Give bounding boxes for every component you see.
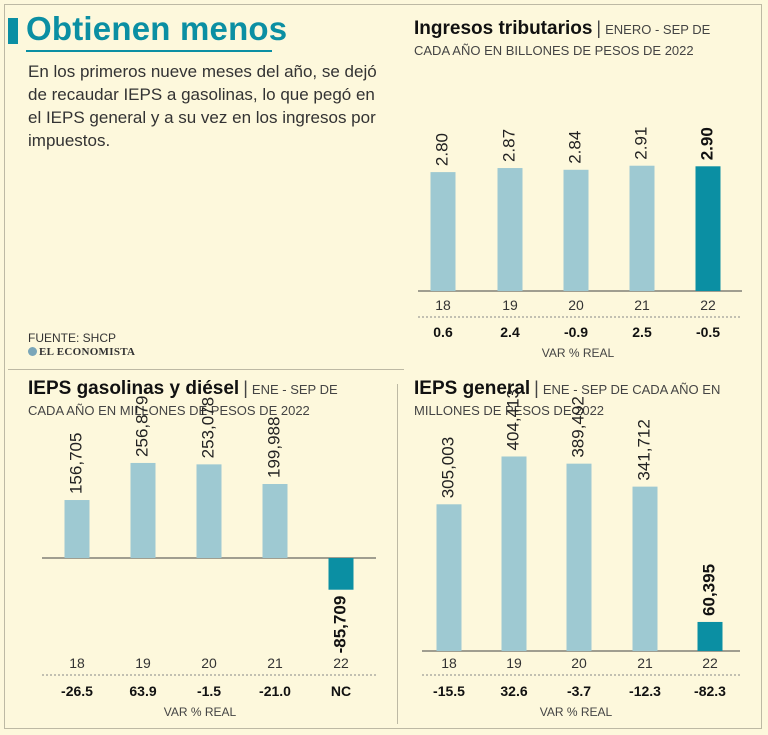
gasolinas-value-label: 256,879 (132, 396, 151, 457)
gasolinas-value-label: 253,078 (198, 397, 217, 458)
general-category-label: 19 (506, 655, 522, 671)
ingresos-value-label: 2.80 (432, 133, 451, 166)
general-bar (436, 504, 462, 651)
general-bar (501, 456, 527, 651)
gasolinas-category-label: 22 (333, 655, 349, 671)
gasolinas-bar (196, 464, 222, 558)
ingresos-heading: Ingresos tributarios | ENERO - SEP DE CADA… (414, 18, 744, 61)
ingresos-category-label: 22 (700, 297, 716, 313)
general-value-label: 305,003 (438, 437, 457, 498)
general-category-label: 18 (441, 655, 457, 671)
ingresos-bar (695, 166, 721, 291)
ingresos-bar (430, 172, 456, 291)
gasolinas-var-value: -21.0 (259, 683, 291, 699)
general-var-label: VAR % REAL (540, 705, 613, 719)
general-title: IEPS general (414, 378, 531, 399)
ingresos-value-label: 2.91 (631, 127, 650, 160)
source-note: FUENTE: SHCP (28, 331, 117, 345)
ingresos-var-value: 2.4 (500, 324, 520, 340)
general-var-value: -15.5 (433, 683, 465, 699)
ingresos-var-value: 0.6 (433, 324, 453, 340)
gasolinas-bar (130, 462, 156, 558)
general-var-value: -12.3 (629, 683, 661, 699)
gasolinas-title: IEPS gasolinas y diésel (28, 378, 240, 399)
ingresos-title: Ingresos tributarios (414, 18, 593, 39)
ingresos-value-label: 2.84 (565, 131, 584, 164)
title-underline (26, 50, 272, 52)
heading-separator: | (596, 18, 602, 38)
general-bar (632, 486, 658, 651)
gasolinas-value-label: -85,709 (330, 596, 349, 654)
section-divider-horizontal (8, 369, 404, 370)
gasolinas-bar (328, 558, 354, 590)
general-bar (697, 621, 723, 651)
general-heading: IEPS general | ENE - SEP DE CADA AÑO EN MI… (414, 378, 744, 421)
heading-separator: | (534, 378, 539, 398)
ingresos-subtitle: ENERO - SEP DE CADA AÑO EN BILLONES DE P… (414, 22, 711, 58)
infographic-frame (4, 4, 762, 729)
ingresos-var-value: -0.9 (564, 324, 588, 340)
gasolinas-bar (64, 500, 90, 558)
ingresos-bar (629, 165, 655, 291)
general-value-label: 60,395 (699, 564, 718, 616)
intro-text: En los primeros nueve meses del año, se … (28, 62, 377, 150)
gasolinas-var-label: VAR % REAL (164, 705, 237, 719)
title-accent-bar (8, 18, 18, 44)
ingresos-category-label: 19 (502, 297, 518, 313)
brand-icon (28, 347, 37, 356)
gasolinas-subtitle: ENE - SEP DE CADA AÑO EN MILLONES DE PES… (28, 382, 338, 418)
gasolinas-var-value: NC (331, 683, 351, 699)
gasolinas-category-label: 19 (135, 655, 151, 671)
gasolinas-category-label: 20 (201, 655, 217, 671)
general-bar (566, 463, 592, 651)
ingresos-var-value: -0.5 (696, 324, 720, 340)
general-var-value: -82.3 (694, 683, 726, 699)
gasolinas-heading: IEPS gasolinas y diésel | ENE - SEP DE CAD… (28, 378, 368, 421)
ingresos-value-label: 2.87 (499, 129, 518, 162)
ingresos-category-label: 21 (634, 297, 650, 313)
ingresos-var-label: VAR % REAL (542, 346, 615, 360)
brand-name: EL ECONOMISTA (39, 346, 136, 358)
general-category-label: 20 (571, 655, 587, 671)
gasolinas-category-label: 18 (69, 655, 85, 671)
ingresos-var-value: 2.5 (632, 324, 652, 340)
ingresos-category-label: 20 (568, 297, 584, 313)
heading-separator: | (243, 378, 248, 398)
ingresos-bar (497, 168, 523, 291)
main-title: Obtienen menos (26, 10, 288, 47)
brand-logo: EL ECONOMISTA (28, 346, 135, 358)
general-var-value: 32.6 (500, 683, 527, 699)
general-category-label: 21 (637, 655, 653, 671)
general-value-label: 404,413 (503, 389, 522, 450)
gasolinas-var-value: 63.9 (129, 683, 156, 699)
gasolinas-bar (262, 484, 288, 558)
gasolinas-var-value: -1.5 (197, 683, 221, 699)
gasolinas-var-value: -26.5 (61, 683, 93, 699)
gasolinas-value-label: 156,705 (66, 433, 85, 494)
ingresos-bar (563, 169, 589, 291)
general-value-label: 341,712 (634, 419, 653, 480)
gasolinas-category-label: 21 (267, 655, 283, 671)
general-value-label: 389,492 (568, 396, 587, 457)
ingresos-value-label: 2.90 (697, 127, 716, 160)
ingresos-category-label: 18 (435, 297, 451, 313)
section-divider-vertical (397, 384, 398, 724)
general-subtitle: ENE - SEP DE CADA AÑO EN MILLONES DE PES… (414, 382, 721, 418)
gasolinas-value-label: 199,988 (264, 417, 283, 478)
general-var-value: -3.7 (567, 683, 591, 699)
general-category-label: 22 (702, 655, 718, 671)
